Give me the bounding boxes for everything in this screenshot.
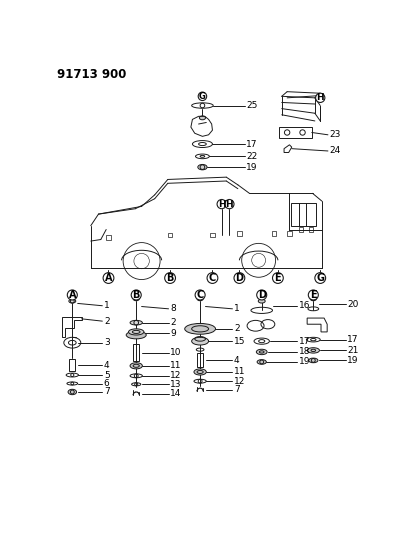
Bar [272, 231, 276, 236]
Text: H: H [226, 199, 233, 208]
Text: A: A [68, 290, 76, 300]
Text: 18: 18 [298, 348, 310, 357]
Circle shape [316, 93, 325, 102]
Text: 12: 12 [170, 372, 181, 381]
Text: 2: 2 [170, 318, 176, 327]
Text: 13: 13 [170, 380, 181, 389]
Ellipse shape [130, 363, 142, 369]
Bar [69, 359, 75, 371]
Text: G: G [199, 92, 206, 101]
Circle shape [195, 290, 205, 300]
Ellipse shape [197, 297, 203, 301]
Text: 17: 17 [298, 337, 310, 346]
Ellipse shape [185, 324, 216, 334]
Ellipse shape [192, 337, 209, 345]
Text: B: B [166, 273, 174, 283]
Text: 9: 9 [170, 329, 176, 338]
Bar [287, 231, 292, 236]
Circle shape [234, 273, 245, 284]
Text: 6: 6 [104, 379, 109, 388]
Text: 5: 5 [104, 370, 109, 379]
Text: C: C [197, 290, 204, 300]
Text: C: C [209, 273, 216, 283]
Ellipse shape [129, 329, 144, 335]
Ellipse shape [309, 358, 318, 363]
Ellipse shape [130, 320, 142, 325]
Text: E: E [310, 290, 317, 300]
Ellipse shape [258, 299, 265, 303]
Text: D: D [258, 290, 266, 300]
Ellipse shape [256, 349, 267, 354]
Ellipse shape [307, 348, 320, 353]
Text: 17: 17 [347, 335, 359, 344]
Bar [106, 235, 111, 239]
Text: 2: 2 [104, 317, 109, 326]
Ellipse shape [198, 165, 207, 170]
Bar [279, 127, 312, 138]
Circle shape [198, 92, 207, 101]
Text: 8: 8 [170, 304, 176, 313]
Text: 19: 19 [298, 358, 310, 367]
Text: 4: 4 [104, 360, 109, 369]
Ellipse shape [194, 369, 206, 375]
Circle shape [315, 273, 326, 284]
Text: 14: 14 [170, 389, 181, 398]
Circle shape [67, 290, 77, 300]
Text: 7: 7 [104, 387, 109, 397]
Circle shape [225, 199, 234, 209]
Text: D: D [235, 273, 244, 283]
Text: 23: 23 [330, 130, 341, 139]
Ellipse shape [133, 297, 139, 301]
Text: 4: 4 [234, 356, 240, 365]
Text: 2: 2 [234, 325, 240, 333]
Text: H: H [218, 199, 226, 208]
Text: 17: 17 [246, 140, 258, 149]
Bar [210, 232, 215, 237]
Bar [197, 353, 203, 367]
Text: B: B [133, 290, 140, 300]
Circle shape [273, 273, 283, 284]
Ellipse shape [126, 331, 146, 339]
Text: 25: 25 [246, 101, 258, 110]
Text: 19: 19 [246, 163, 258, 172]
Ellipse shape [68, 389, 76, 394]
Ellipse shape [199, 116, 205, 120]
Bar [309, 227, 313, 232]
Text: 20: 20 [347, 300, 359, 309]
Text: H: H [316, 93, 324, 102]
Text: G: G [316, 273, 324, 283]
Bar [168, 232, 172, 237]
Text: 22: 22 [246, 152, 258, 161]
Text: 24: 24 [330, 147, 341, 156]
Text: 7: 7 [234, 385, 240, 394]
Bar [133, 344, 139, 361]
Ellipse shape [310, 297, 316, 301]
Circle shape [257, 290, 267, 300]
Text: 3: 3 [104, 338, 109, 347]
Text: E: E [275, 273, 281, 283]
Text: 11: 11 [234, 367, 246, 376]
Circle shape [207, 273, 218, 284]
Text: A: A [105, 273, 112, 283]
Ellipse shape [257, 360, 266, 364]
Circle shape [103, 273, 114, 284]
Circle shape [131, 290, 141, 300]
Circle shape [165, 273, 176, 284]
Ellipse shape [69, 299, 76, 303]
Text: 11: 11 [170, 361, 181, 370]
Circle shape [217, 199, 226, 209]
Text: 91713 900: 91713 900 [57, 68, 126, 81]
Text: 1: 1 [104, 301, 109, 310]
Bar [298, 227, 303, 232]
Text: 15: 15 [234, 337, 246, 346]
Text: 19: 19 [347, 356, 359, 365]
Text: 1: 1 [234, 304, 240, 313]
Text: 10: 10 [170, 348, 181, 357]
Bar [237, 231, 242, 236]
Bar [291, 203, 316, 225]
Circle shape [308, 290, 318, 300]
Text: 16: 16 [298, 301, 310, 310]
Text: 21: 21 [347, 346, 359, 355]
Text: 12: 12 [234, 377, 246, 386]
